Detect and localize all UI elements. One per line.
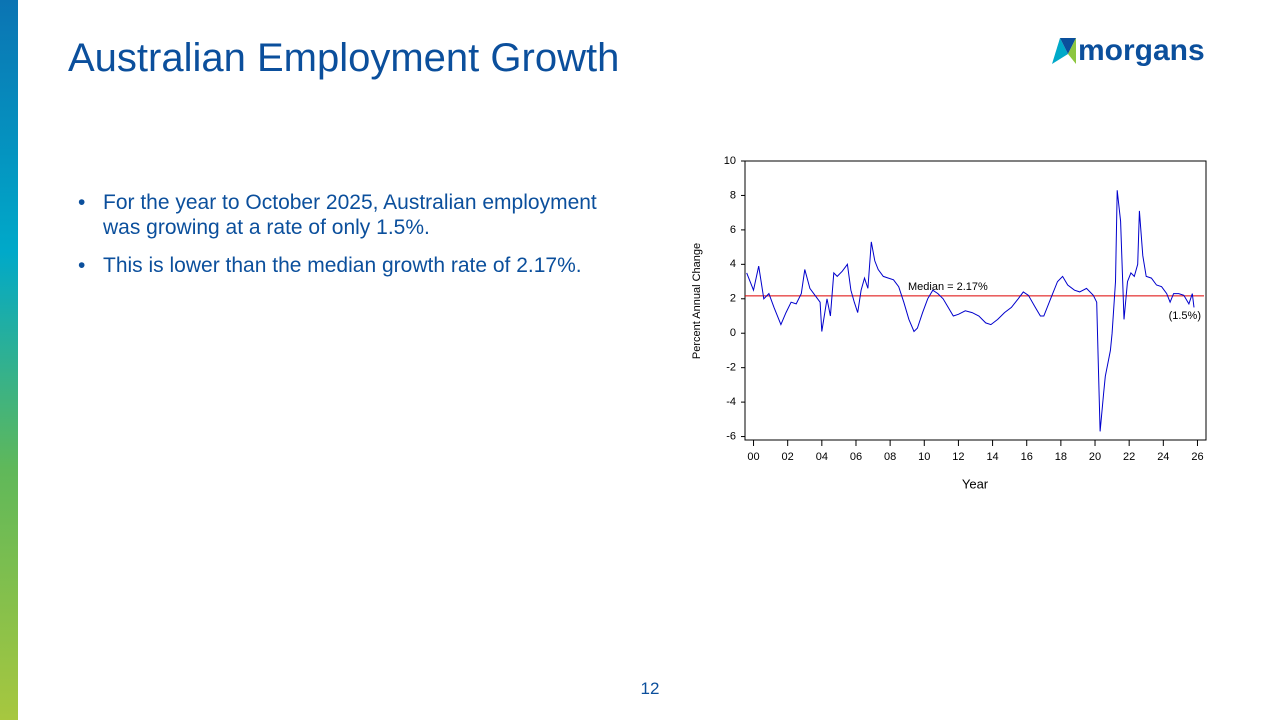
x-tick-label: 22 xyxy=(1123,451,1135,463)
slide-title: Australian Employment Growth xyxy=(68,36,620,80)
x-tick-label: 14 xyxy=(986,451,998,463)
x-tick-label: 02 xyxy=(782,451,794,463)
y-tick-label: 4 xyxy=(730,258,736,270)
x-tick-label: 18 xyxy=(1055,451,1067,463)
y-tick-label: 0 xyxy=(730,327,736,339)
x-tick-label: 20 xyxy=(1089,451,1101,463)
x-tick-label: 24 xyxy=(1157,451,1169,463)
y-tick-label: -4 xyxy=(726,396,736,408)
x-tick-label: 12 xyxy=(952,451,964,463)
bullet-list: For the year to October 2025, Australian… xyxy=(78,190,638,291)
chart: Percent Annual Change Year -6-4-20246810… xyxy=(691,155,1207,491)
page-number: 12 xyxy=(640,679,660,698)
data-line xyxy=(746,190,1195,432)
y-tick-label: 6 xyxy=(730,224,736,236)
last-value-label: (1.5%) xyxy=(1169,310,1201,322)
bullet: This is lower than the median growth rat… xyxy=(78,253,638,278)
y-tick-label: 8 xyxy=(730,189,736,201)
x-tick-label: 00 xyxy=(747,451,759,463)
logo: morgans xyxy=(1052,34,1205,67)
x-tick-label: 08 xyxy=(884,451,896,463)
accent-bar xyxy=(0,0,18,720)
x-axis-label: Year xyxy=(962,476,989,491)
median-label: Median = 2.17% xyxy=(908,281,988,293)
x-tick-label: 26 xyxy=(1191,451,1203,463)
y-axis-label: Percent Annual Change xyxy=(691,243,703,359)
y-tick-label: 10 xyxy=(724,155,736,167)
x-tick-label: 04 xyxy=(816,451,828,463)
y-tick-label: 2 xyxy=(730,293,736,305)
logo-text: morgans xyxy=(1078,34,1205,67)
x-tick-label: 16 xyxy=(1021,451,1033,463)
x-tick-label: 06 xyxy=(850,451,862,463)
plot-frame xyxy=(744,160,1207,441)
x-tick-label: 10 xyxy=(918,451,930,463)
y-tick-label: -2 xyxy=(726,362,736,374)
bullet: For the year to October 2025, Australian… xyxy=(78,190,638,240)
y-tick-label: -6 xyxy=(726,430,736,442)
